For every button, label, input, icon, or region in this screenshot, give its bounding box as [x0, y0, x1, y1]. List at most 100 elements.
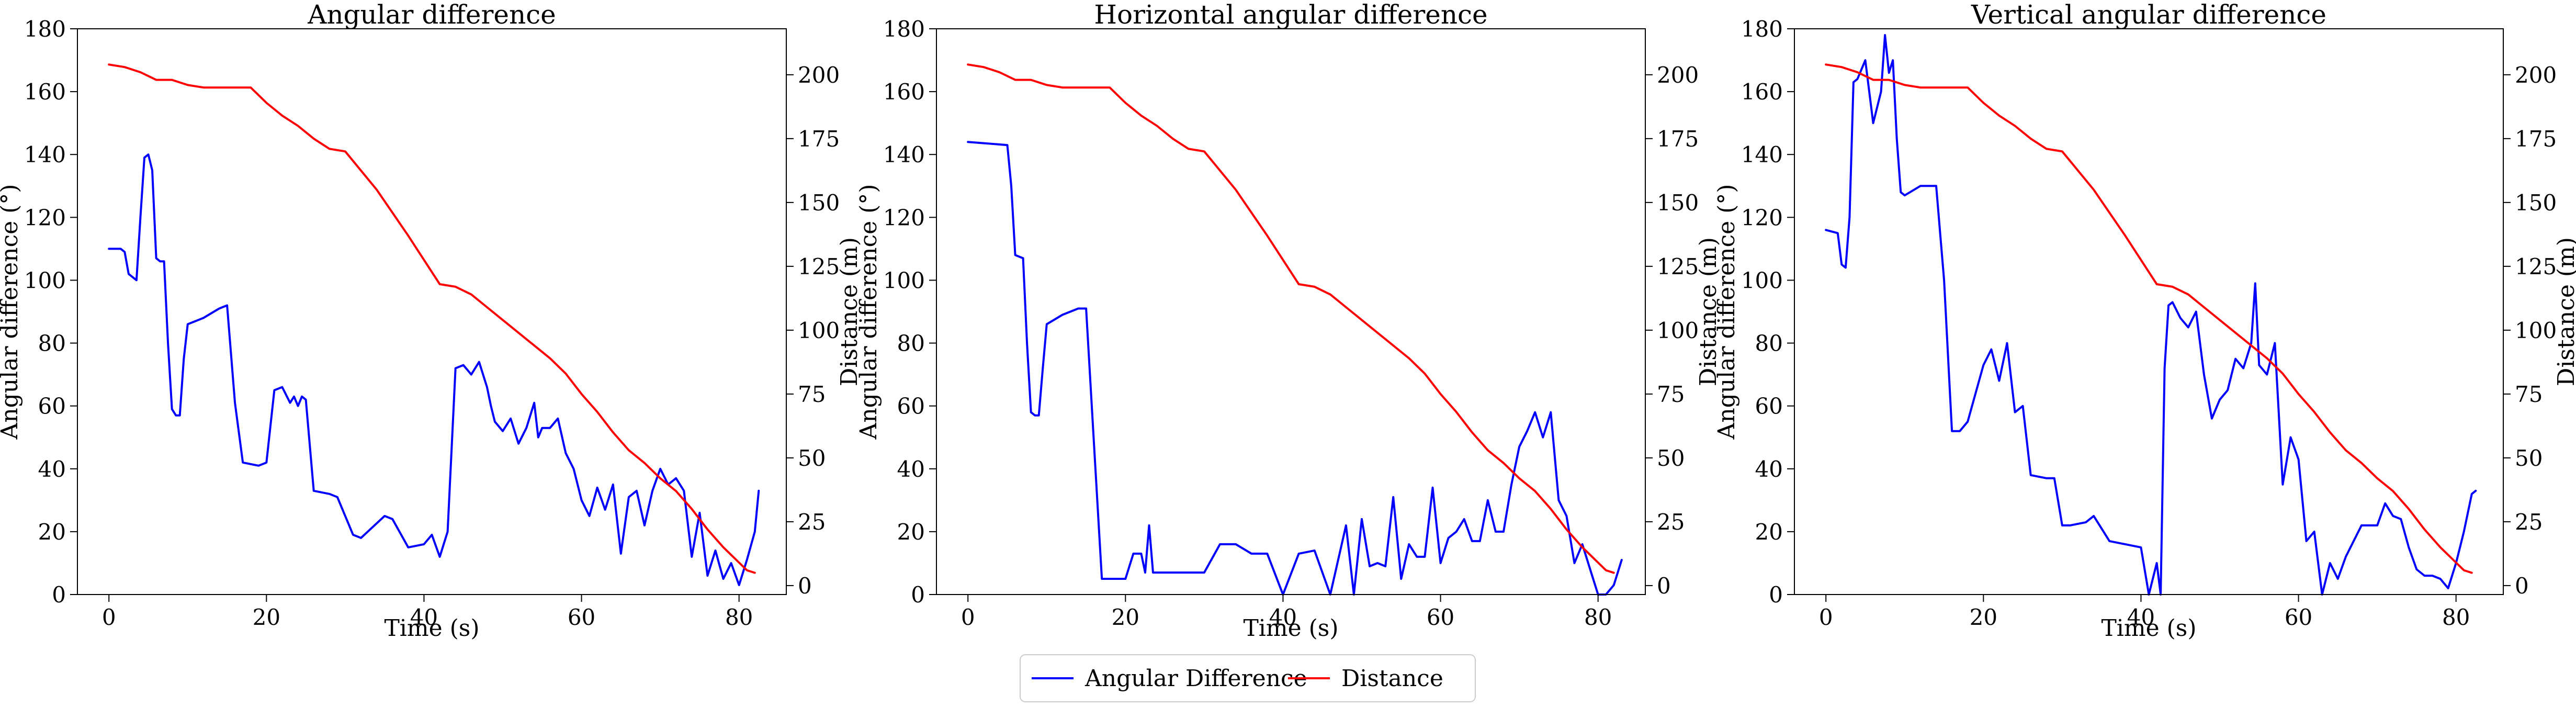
series-line-distance	[967, 63, 1615, 574]
y-tick-label: 160	[24, 79, 66, 105]
y2-tick-label: 150	[798, 190, 840, 216]
y-tick-label: 60	[1755, 394, 1783, 419]
x-tick-label: 0	[1819, 604, 1833, 630]
y-axis-label: Angular difference (°)	[1713, 184, 1740, 440]
x-tick-label: 20	[1112, 604, 1139, 630]
x-tick-label: 80	[725, 604, 753, 630]
x-axis-label: Time (s)	[384, 615, 479, 642]
y2-tick-label: 75	[1657, 382, 1685, 407]
y2-tick-label: 125	[1657, 254, 1699, 279]
plot-frame	[936, 28, 1646, 595]
y2-tick-label: 200	[798, 62, 840, 88]
y-tick-label: 140	[24, 142, 66, 167]
x-axis-label: Time (s)	[1243, 615, 1338, 642]
y2-tick-label: 100	[798, 318, 840, 343]
x-tick-label: 60	[568, 604, 595, 630]
y2-tick-label: 25	[2515, 509, 2543, 535]
y2-tick-label: 150	[1657, 190, 1699, 216]
y2-axis-label: Distance (m)	[1695, 237, 1722, 386]
y-tick-label: 100	[1741, 267, 1783, 293]
y2-tick-label: 175	[2515, 126, 2557, 152]
x-tick-label: 60	[2285, 604, 2312, 630]
x-tick-label: 80	[2442, 604, 2470, 630]
y-tick-label: 160	[883, 79, 925, 105]
chart-panel-3: 0 20 40 60 80 0 20 40 60 80 100 120 140 160 180 0 25 50 75…	[1713, 0, 2576, 642]
y2-tick-label: 175	[798, 126, 840, 152]
series-line-distance	[1825, 63, 2473, 574]
y-tick-label: 180	[1741, 16, 1783, 42]
y-tick-label: 60	[897, 394, 925, 419]
y2-axis-label: Distance (m)	[2553, 237, 2576, 386]
y2-axis-label: Distance (m)	[836, 237, 863, 386]
y-axis-label: Angular difference (°)	[855, 184, 882, 440]
y2-tick-label: 175	[1657, 126, 1699, 152]
y2-tick-label: 50	[798, 445, 826, 471]
legend-label-angular: Angular Difference	[1084, 665, 1307, 692]
y2-tick-label: 25	[798, 509, 826, 535]
y-tick-label: 80	[897, 331, 925, 356]
chart-title: Horizontal angular difference	[1094, 0, 1487, 30]
y2-tick-label: 100	[2515, 318, 2557, 343]
y-tick-label: 0	[1769, 582, 1783, 608]
chart-panel-1: 0 20 40 60 80 0 20 40 60 80 100 120 140 160 180 0 25 50 75…	[0, 0, 863, 642]
x-axis-label: Time (s)	[2101, 615, 2196, 642]
x-tick-label: 20	[1970, 604, 1997, 630]
x-tick-label: 20	[253, 604, 280, 630]
x-tick-label: 0	[961, 604, 975, 630]
y-tick-label: 20	[897, 519, 925, 545]
y-tick-label: 140	[1741, 142, 1783, 167]
plot-frame	[1794, 28, 2504, 595]
chart-title: Angular difference	[307, 0, 556, 30]
y2-tick-label: 0	[798, 573, 812, 599]
y-tick-label: 40	[897, 456, 925, 482]
y-tick-label: 140	[883, 142, 925, 167]
y-tick-label: 0	[52, 582, 66, 608]
y2-tick-label: 75	[798, 382, 826, 407]
y-tick-label: 120	[1741, 205, 1783, 230]
y2-tick-label: 50	[1657, 445, 1685, 471]
legend-frame	[1020, 654, 1476, 702]
series-line-angular-difference	[967, 141, 1623, 596]
series-line-angular-difference	[108, 153, 760, 586]
y2-tick-label: 0	[1657, 573, 1671, 599]
y2-tick-label: 200	[2515, 62, 2557, 88]
chart-title: Vertical angular difference	[1971, 0, 2326, 30]
y2-tick-label: 150	[2515, 190, 2557, 216]
y-tick-label: 0	[911, 582, 925, 608]
x-tick-label: 0	[102, 604, 116, 630]
y-tick-label: 40	[1755, 456, 1783, 482]
panels: 0 20 40 60 80 0 20 40 60 80 100 120 140 160 180 0 25 50 75…	[0, 0, 2576, 642]
y2-tick-label: 125	[2515, 254, 2557, 279]
y-tick-label: 80	[38, 331, 66, 356]
x-tick-label: 80	[1584, 604, 1612, 630]
y2-tick-label: 25	[1657, 509, 1685, 535]
x-tick-label: 40	[1269, 604, 1297, 630]
y-tick-label: 120	[24, 205, 66, 230]
legend: Angular Difference Distance	[1020, 654, 1476, 702]
series-line-distance	[108, 63, 756, 574]
x-tick-label: 40	[2127, 604, 2155, 630]
y-tick-label: 180	[883, 16, 925, 42]
y-axis-label: Angular difference (°)	[0, 184, 23, 440]
series-line-angular-difference	[1825, 34, 2477, 596]
y-tick-label: 20	[1755, 519, 1783, 545]
plot-frame	[77, 28, 787, 595]
y-tick-label: 180	[24, 16, 66, 42]
y-tick-label: 100	[883, 267, 925, 293]
y-tick-label: 80	[1755, 331, 1783, 356]
y2-tick-label: 75	[2515, 382, 2543, 407]
y-tick-label: 60	[38, 394, 66, 419]
y2-tick-label: 50	[2515, 445, 2543, 471]
y2-tick-label: 200	[1657, 62, 1699, 88]
y-tick-label: 20	[38, 519, 66, 545]
y2-tick-label: 100	[1657, 318, 1699, 343]
y-tick-label: 120	[883, 205, 925, 230]
chart-panel-2: 0 20 40 60 80 0 20 40 60 80 100 120 140 160 180 0 25 50 75…	[855, 0, 1722, 642]
y2-tick-label: 0	[2515, 573, 2529, 599]
y-tick-label: 160	[1741, 79, 1783, 105]
y-tick-label: 40	[38, 456, 66, 482]
y2-tick-label: 125	[798, 254, 840, 279]
y-tick-label: 100	[24, 267, 66, 293]
x-tick-label: 60	[1427, 604, 1454, 630]
